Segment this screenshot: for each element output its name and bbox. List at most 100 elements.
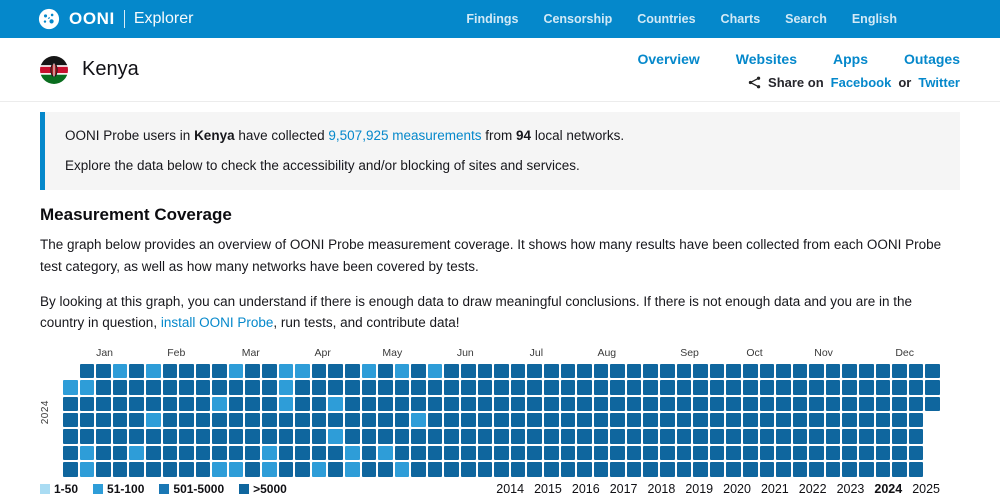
heatmap-cell[interactable] [478, 380, 493, 394]
heatmap-cell[interactable] [113, 446, 128, 460]
heatmap-cell[interactable] [444, 413, 459, 427]
heatmap-cell[interactable] [113, 429, 128, 443]
heatmap-cell[interactable] [262, 462, 277, 476]
year-button-2016[interactable]: 2016 [572, 482, 600, 496]
tab-overview[interactable]: Overview [638, 51, 700, 67]
heatmap-cell[interactable] [527, 364, 542, 378]
heatmap-cell[interactable] [411, 462, 426, 476]
heatmap-cell[interactable] [809, 462, 824, 476]
heatmap-cell[interactable] [793, 429, 808, 443]
heatmap-cell[interactable] [129, 364, 144, 378]
heatmap-cell[interactable] [677, 462, 692, 476]
heatmap-cell[interactable] [710, 364, 725, 378]
heatmap-cell[interactable] [129, 413, 144, 427]
heatmap-cell[interactable] [760, 380, 775, 394]
heatmap-cell[interactable] [660, 429, 675, 443]
heatmap-cell[interactable] [80, 364, 95, 378]
heatmap-cell[interactable] [743, 429, 758, 443]
heatmap-cell[interactable] [577, 446, 592, 460]
heatmap-cell[interactable] [809, 429, 824, 443]
heatmap-cell[interactable] [428, 446, 443, 460]
heatmap-cell[interactable] [577, 462, 592, 476]
heatmap-cell[interactable] [511, 413, 526, 427]
heatmap-cell[interactable] [229, 429, 244, 443]
heatmap-cell[interactable] [710, 397, 725, 411]
heatmap-cell[interactable] [279, 364, 294, 378]
heatmap-cell[interactable] [892, 429, 907, 443]
heatmap-cell[interactable] [643, 462, 658, 476]
heatmap-cell[interactable] [859, 413, 874, 427]
heatmap-cell[interactable] [146, 429, 161, 443]
heatmap-cell[interactable] [378, 446, 393, 460]
heatmap-cell[interactable] [627, 364, 642, 378]
heatmap-cell[interactable] [494, 446, 509, 460]
heatmap-cell[interactable] [726, 380, 741, 394]
heatmap-cell[interactable] [826, 364, 841, 378]
heatmap-cell[interactable] [295, 446, 310, 460]
heatmap-cell[interactable] [726, 446, 741, 460]
heatmap-cell[interactable] [146, 397, 161, 411]
heatmap-cell[interactable] [677, 397, 692, 411]
heatmap-cell[interactable] [444, 380, 459, 394]
heatmap-cell[interactable] [80, 462, 95, 476]
heatmap-cell[interactable] [163, 446, 178, 460]
heatmap-cell[interactable] [229, 397, 244, 411]
heatmap-cell[interactable] [245, 413, 260, 427]
year-button-2021[interactable]: 2021 [761, 482, 789, 496]
heatmap-cell[interactable] [179, 364, 194, 378]
heatmap-cell[interactable] [146, 380, 161, 394]
heatmap-cell[interactable] [594, 429, 609, 443]
heatmap-cell[interactable] [876, 397, 891, 411]
heatmap-cell[interactable] [643, 429, 658, 443]
heatmap-cell[interactable] [295, 429, 310, 443]
heatmap-cell[interactable] [295, 380, 310, 394]
heatmap-cell[interactable] [113, 413, 128, 427]
heatmap-cell[interactable] [362, 364, 377, 378]
heatmap-cell[interactable] [527, 397, 542, 411]
heatmap-cell[interactable] [677, 364, 692, 378]
heatmap-cell[interactable] [96, 364, 111, 378]
heatmap-cell[interactable] [163, 429, 178, 443]
tab-websites[interactable]: Websites [736, 51, 797, 67]
heatmap-cell[interactable] [677, 380, 692, 394]
heatmap-cell[interactable] [643, 413, 658, 427]
heatmap-cell[interactable] [444, 462, 459, 476]
heatmap-cell[interactable] [776, 429, 791, 443]
heatmap-cell[interactable] [809, 364, 824, 378]
heatmap-cell[interactable] [312, 413, 327, 427]
heatmap-cell[interactable] [444, 429, 459, 443]
heatmap-cell[interactable] [494, 364, 509, 378]
heatmap-cell[interactable] [196, 364, 211, 378]
heatmap-cell[interactable] [842, 462, 857, 476]
heatmap-cell[interactable] [295, 413, 310, 427]
heatmap-cell[interactable] [693, 413, 708, 427]
heatmap-cell[interactable] [561, 462, 576, 476]
heatmap-cell[interactable] [196, 413, 211, 427]
heatmap-cell[interactable] [362, 380, 377, 394]
heatmap-cell[interactable] [146, 446, 161, 460]
heatmap-cell[interactable] [909, 397, 924, 411]
heatmap-cell[interactable] [842, 397, 857, 411]
heatmap-cell[interactable] [196, 380, 211, 394]
heatmap-cell[interactable] [428, 462, 443, 476]
heatmap-cell[interactable] [428, 397, 443, 411]
heatmap-cell[interactable] [544, 397, 559, 411]
heatmap-cell[interactable] [610, 462, 625, 476]
heatmap-cell[interactable] [345, 364, 360, 378]
heatmap-cell[interactable] [925, 397, 940, 411]
heatmap-cell[interactable] [776, 462, 791, 476]
heatmap-cell[interactable] [892, 446, 907, 460]
heatmap-cell[interactable] [345, 429, 360, 443]
heatmap-cell[interactable] [494, 462, 509, 476]
heatmap-cell[interactable] [411, 364, 426, 378]
heatmap-cell[interactable] [179, 413, 194, 427]
heatmap-cell[interactable] [610, 446, 625, 460]
heatmap-cell[interactable] [212, 446, 227, 460]
heatmap-cell[interactable] [328, 446, 343, 460]
year-button-2018[interactable]: 2018 [648, 482, 676, 496]
heatmap-cell[interactable] [693, 380, 708, 394]
heatmap-cell[interactable] [328, 429, 343, 443]
year-button-2022[interactable]: 2022 [799, 482, 827, 496]
share-facebook-link[interactable]: Facebook [831, 75, 892, 90]
heatmap-cell[interactable] [577, 397, 592, 411]
